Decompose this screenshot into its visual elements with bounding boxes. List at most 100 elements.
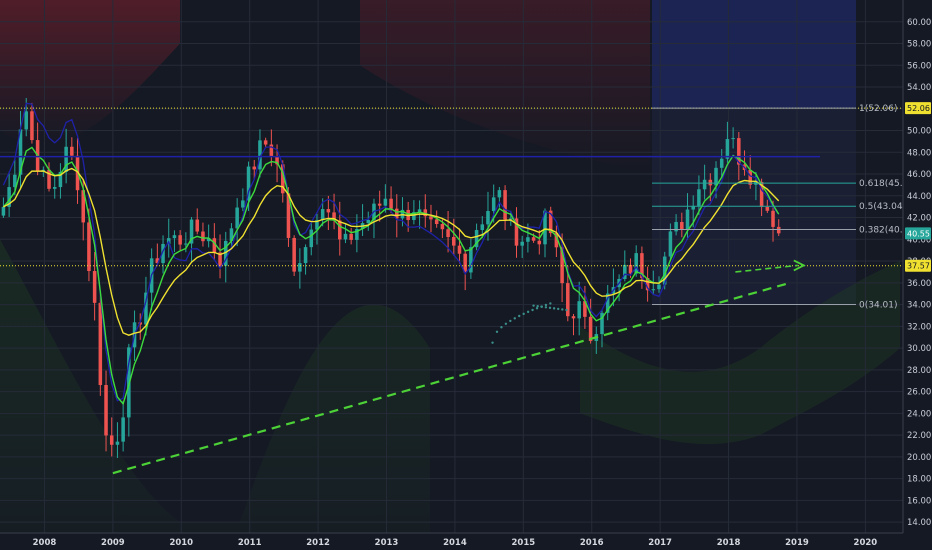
candle-body: [246, 166, 251, 201]
candle-body: [623, 264, 627, 279]
x-tick-label: 2016: [580, 538, 604, 548]
price-tag: [905, 102, 931, 115]
candle-body: [30, 111, 34, 141]
candle-body: [605, 293, 610, 313]
candle-body: [161, 243, 165, 264]
candle-body: [560, 247, 564, 284]
candle-body: [292, 237, 296, 272]
candle-body: [491, 197, 496, 212]
candle-body: [298, 263, 302, 272]
candle-body: [24, 111, 28, 130]
candle-body: [172, 235, 177, 239]
candle-body: [417, 209, 422, 213]
candle-body: [486, 211, 490, 225]
x-tick-label: 2012: [306, 538, 330, 548]
y-tick-label: 28.00: [907, 366, 931, 376]
candle-body: [674, 222, 678, 232]
sar-dot: [522, 312, 525, 316]
sar-dot: [549, 302, 552, 305]
candle-body: [366, 219, 371, 224]
support-trendline: [112, 281, 791, 475]
candle-body: [737, 138, 741, 165]
y-tick-label: 30.00: [907, 344, 931, 354]
candle-body: [195, 219, 200, 232]
candle-body: [349, 233, 353, 240]
sar-dot: [535, 307, 539, 310]
candle-body: [7, 187, 11, 207]
x-tick-label: 2013: [375, 538, 399, 548]
candle-body: [583, 301, 587, 317]
sar-dot: [536, 305, 539, 308]
y-tick-label: 56.00: [907, 61, 931, 71]
sar-dot: [540, 305, 543, 308]
candle-body: [691, 206, 695, 210]
candle-body: [115, 441, 120, 445]
candle-body: [92, 271, 97, 303]
y-tick-label: 40.00: [907, 235, 931, 245]
candle-body: [286, 193, 291, 238]
candle-body: [87, 222, 91, 272]
candle-body: [229, 228, 234, 241]
fib-level-label: 0.618(45.17): [859, 179, 918, 189]
candle-body: [109, 435, 114, 445]
x-tick-label: 2009: [101, 538, 125, 548]
y-tick-label: 36.00: [907, 279, 931, 289]
x-tick-label: 2018: [717, 538, 741, 548]
x-tick-label: 2011: [238, 538, 262, 548]
sar-dot: [526, 310, 530, 314]
sar-dot: [513, 317, 516, 320]
candle-body: [697, 189, 701, 207]
candle-body: [252, 166, 257, 170]
sar-dot: [518, 314, 521, 318]
candle-body: [303, 247, 308, 264]
fib-retracement: 1(52.06) 0.618(45.17) 0.5(43.04) 0.382(40.9…: [652, 104, 918, 310]
candle-body: [235, 207, 239, 229]
candle-body: [332, 212, 336, 221]
candle-body: [531, 237, 536, 241]
y-tick-label: 32.00: [907, 322, 931, 332]
candle-body: [685, 209, 690, 230]
sar-dot: [495, 330, 499, 333]
candle-body: [189, 219, 194, 244]
x-tick-label: 2008: [33, 538, 57, 548]
candle-body: [280, 164, 285, 194]
candle-body: [218, 252, 222, 266]
candle-body: [201, 231, 205, 242]
y-tick-label: 60.00: [907, 18, 931, 28]
candle-body: [446, 229, 450, 238]
sar-dot: [565, 308, 568, 312]
candle-body: [269, 144, 274, 157]
price-tag: [905, 259, 931, 272]
candle-body: [104, 385, 108, 436]
projection-arrow-head: [793, 259, 806, 272]
sar-dot: [548, 306, 552, 310]
y-tick-label: 42.00: [907, 214, 931, 224]
candle-body: [600, 312, 604, 335]
candle-body: [714, 167, 718, 186]
candle-body: [457, 245, 462, 254]
blue-zone-shade: [652, 0, 856, 109]
sar-dot: [531, 308, 534, 312]
x-tick-label: 2010: [169, 538, 193, 548]
candle-body: [759, 181, 764, 207]
y-tick-label: 46.00: [907, 170, 931, 180]
candle-body: [275, 156, 279, 165]
sar-dot: [557, 307, 560, 311]
candle-body: [144, 292, 148, 325]
candle-body: [469, 247, 473, 273]
candle-body: [634, 253, 638, 274]
candle-body: [320, 209, 325, 221]
candle-body: [184, 243, 188, 245]
candle-body: [566, 283, 570, 317]
candle-body: [440, 224, 445, 230]
candle-body: [395, 208, 399, 219]
candle-body: [509, 218, 513, 220]
candle-body: [680, 222, 684, 230]
price-tag-label: 40.55: [907, 229, 930, 238]
candle-body: [343, 233, 348, 240]
candle-body: [771, 210, 775, 227]
candle-body: [355, 228, 359, 240]
y-tick-label: 50.00: [907, 127, 931, 137]
